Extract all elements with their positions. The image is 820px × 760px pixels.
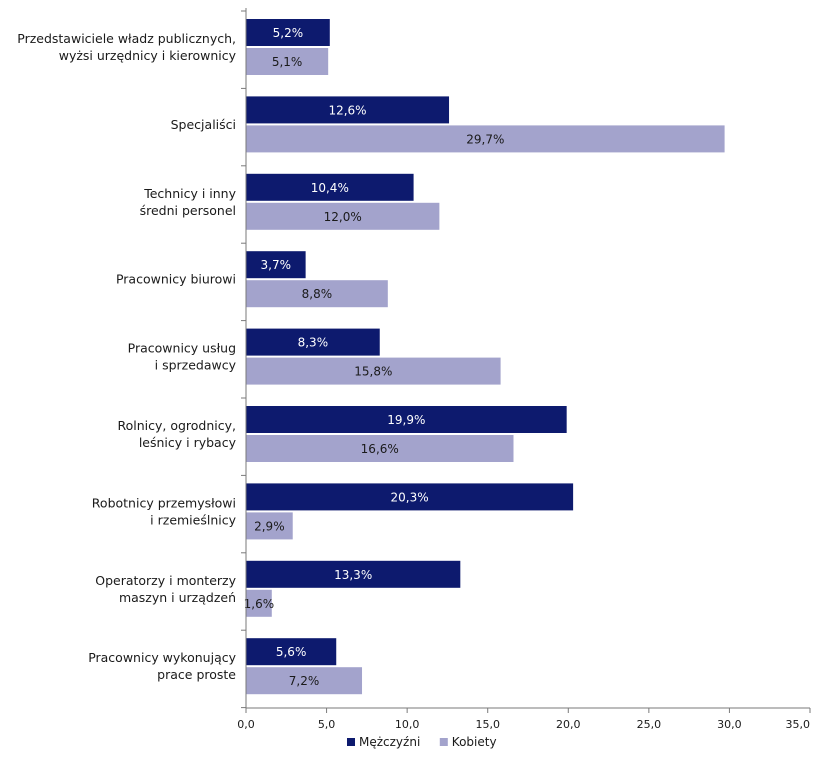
category-label: Robotnicy przemysłowi	[92, 495, 236, 510]
bar-women	[246, 512, 293, 540]
category-label: Operatorzy i monterzy	[95, 573, 236, 588]
bar-men	[246, 251, 306, 279]
category-labels-layer: Przedstawiciele władz publicznych, wyżsi …	[17, 31, 236, 682]
bar-men	[246, 173, 414, 201]
data-label: 19,9%	[387, 413, 425, 427]
category-label: Pracownicy biurowi	[116, 272, 236, 287]
x-tick-label: 25,0	[637, 718, 662, 731]
category-label: wyżsi urzędnicy i kierownicy	[59, 48, 237, 63]
bar-men	[246, 328, 380, 356]
bar-men	[246, 96, 450, 124]
bar-men	[246, 19, 330, 46]
category-label: prace proste	[157, 667, 236, 682]
bar-women	[246, 667, 363, 695]
category-label: średni personel	[140, 203, 236, 218]
x-tick-label: 10,0	[395, 718, 420, 731]
data-label: 8,8%	[302, 287, 333, 301]
bar-women	[246, 48, 329, 75]
legend-swatch-women	[439, 738, 448, 746]
data-label: 29,7%	[466, 132, 504, 146]
data-label: 1,6%	[244, 597, 275, 611]
data-label: 12,6%	[328, 103, 366, 117]
data-label: 5,2%	[273, 26, 304, 40]
bar-women	[246, 125, 725, 153]
category-label: Przedstawiciele władz publicznych,	[17, 31, 236, 46]
data-label: 16,6%	[361, 442, 399, 456]
data-label: 7,2%	[289, 674, 320, 688]
x-tick-label: 20,0	[556, 718, 581, 731]
bars-layer: 5,2% 5,1% 12,6% 29,7% 10,4% 12,0% 3,7% 8,8% 8,3%…	[244, 19, 725, 695]
category-label: Rolnicy, ogrodnicy,	[117, 418, 236, 433]
data-label: 3,7%	[261, 258, 292, 272]
category-label: Pracownicy wykonujący	[88, 650, 236, 665]
data-label: 13,3%	[334, 568, 372, 582]
category-label: leśnicy i rybacy	[139, 435, 237, 450]
bar-women	[246, 280, 388, 308]
bar-men	[246, 560, 461, 588]
category-label: Technicy i inny	[143, 186, 236, 201]
data-label: 12,0%	[324, 210, 362, 224]
data-label: 20,3%	[390, 490, 428, 504]
bar-men	[246, 483, 574, 511]
category-label: i sprzedawcy	[155, 358, 237, 373]
bar-women	[246, 357, 501, 385]
x-tick-label: 5,0	[318, 718, 336, 731]
category-label: i rzemieślnicy	[150, 512, 236, 527]
data-label: 5,1%	[272, 55, 303, 69]
category-label: Specjaliści	[171, 117, 236, 132]
category-label: Pracownicy usług	[128, 341, 236, 356]
bar-men	[246, 638, 337, 666]
data-label: 5,6%	[276, 645, 307, 659]
x-tick-label: 0,0	[237, 718, 255, 731]
data-label: 8,3%	[298, 336, 329, 350]
bar-women	[246, 435, 514, 462]
x-tick-label: 15,0	[475, 718, 500, 731]
bar-men	[246, 406, 567, 433]
data-label: 15,8%	[354, 365, 392, 379]
category-label: maszyn i urządzeń	[119, 590, 236, 605]
x-tick-label: 35,0	[786, 718, 811, 731]
legend: Mężczyźni Kobiety	[347, 735, 497, 749]
data-label: 10,4%	[311, 181, 349, 195]
legend-label: Mężczyźni	[359, 735, 420, 749]
x-axis: 0,0 5,0 10,0 15,0 20,0 25,0 30,0 35,0	[237, 8, 811, 731]
bar-women	[246, 589, 272, 617]
legend-swatch-men	[347, 738, 355, 746]
bar-women	[246, 202, 440, 230]
x-tick-label: 30,0	[717, 718, 742, 731]
data-label: 2,9%	[254, 519, 285, 533]
legend-label: Kobiety	[452, 735, 497, 749]
